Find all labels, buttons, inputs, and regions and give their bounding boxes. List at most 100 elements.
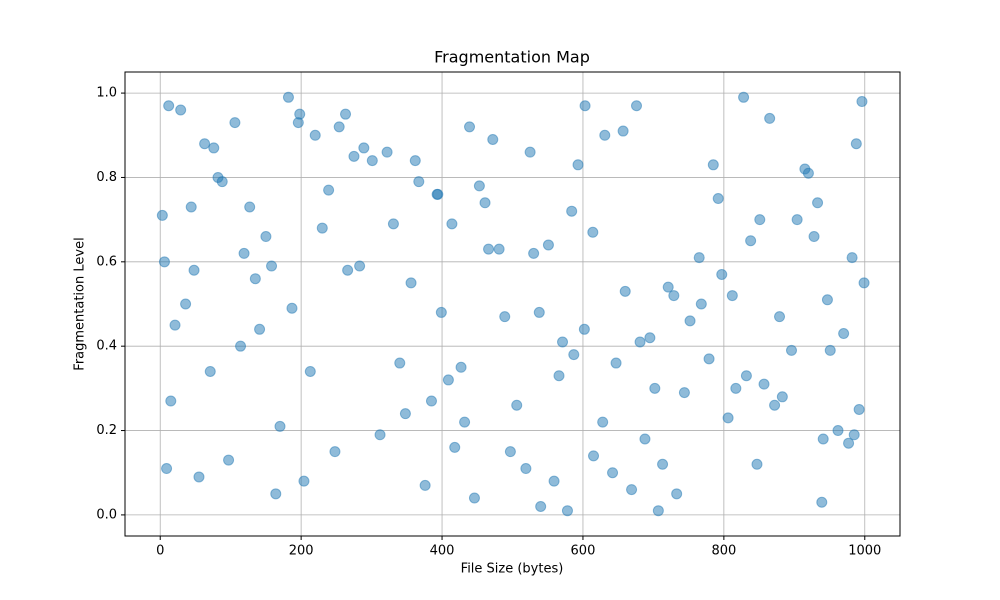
y-tick-label: 0.8 xyxy=(96,170,117,185)
point xyxy=(163,100,175,112)
point xyxy=(282,91,294,103)
point xyxy=(588,450,600,462)
point xyxy=(487,133,499,145)
point xyxy=(817,433,829,445)
point xyxy=(193,471,205,483)
point xyxy=(548,475,560,487)
point xyxy=(535,500,547,512)
point xyxy=(304,365,316,377)
point xyxy=(678,387,690,399)
y-tick-label: 0.0 xyxy=(96,507,117,522)
point xyxy=(499,311,511,323)
point xyxy=(254,323,266,335)
point xyxy=(695,298,707,310)
point xyxy=(165,395,177,407)
x-tick-label: 1000 xyxy=(848,544,881,559)
point xyxy=(802,167,814,179)
point xyxy=(617,125,629,137)
point xyxy=(758,378,770,390)
point xyxy=(399,408,411,420)
point xyxy=(435,306,447,318)
point xyxy=(671,488,683,500)
point xyxy=(769,399,781,411)
x-tick-label: 200 xyxy=(289,544,314,559)
point xyxy=(348,150,360,162)
point xyxy=(626,484,638,496)
point xyxy=(483,243,495,255)
point xyxy=(846,252,858,264)
point xyxy=(156,209,168,221)
point xyxy=(266,260,278,272)
point xyxy=(649,382,661,394)
point xyxy=(644,332,656,344)
point xyxy=(566,205,578,217)
x-tick-label: 600 xyxy=(571,544,596,559)
point xyxy=(413,176,425,188)
point xyxy=(175,104,187,116)
point xyxy=(524,146,536,158)
point xyxy=(856,96,868,108)
point xyxy=(848,429,860,441)
point xyxy=(316,222,328,234)
point xyxy=(493,243,505,255)
point xyxy=(158,256,170,268)
point xyxy=(185,201,197,213)
x-tick-label: 0 xyxy=(156,544,164,559)
point xyxy=(244,201,256,213)
point xyxy=(619,285,631,297)
point xyxy=(703,353,715,365)
point xyxy=(387,218,399,230)
y-tick-label: 1.0 xyxy=(96,86,117,101)
point xyxy=(722,412,734,424)
point xyxy=(631,100,642,112)
point xyxy=(394,357,406,369)
point xyxy=(786,344,797,356)
point xyxy=(776,391,788,403)
point xyxy=(730,382,742,394)
point xyxy=(169,319,181,331)
point xyxy=(409,155,421,167)
point xyxy=(188,264,200,276)
point xyxy=(473,180,485,192)
point xyxy=(712,193,724,205)
point xyxy=(309,129,321,141)
point xyxy=(572,159,584,171)
point xyxy=(639,433,651,445)
point xyxy=(821,294,833,306)
point xyxy=(419,479,431,491)
point xyxy=(726,290,738,302)
point xyxy=(568,349,580,361)
point xyxy=(542,239,554,251)
point xyxy=(425,395,437,407)
point xyxy=(520,463,532,475)
point xyxy=(464,121,476,133)
y-tick-label: 0.4 xyxy=(96,339,117,354)
point xyxy=(468,492,480,504)
point xyxy=(707,159,719,171)
point xyxy=(374,429,386,441)
point xyxy=(791,214,803,226)
point xyxy=(738,91,750,103)
point xyxy=(366,155,378,167)
point xyxy=(479,197,491,209)
x-tick-label: 400 xyxy=(430,544,455,559)
point xyxy=(238,247,250,259)
point xyxy=(180,298,192,310)
point xyxy=(693,252,705,264)
point xyxy=(323,184,335,196)
point xyxy=(161,463,173,475)
point xyxy=(260,231,272,243)
point xyxy=(381,146,393,158)
point xyxy=(511,399,523,411)
point xyxy=(774,311,786,323)
point xyxy=(824,344,836,356)
point xyxy=(208,142,220,154)
point xyxy=(528,247,540,259)
point xyxy=(553,370,565,382)
point xyxy=(657,458,669,470)
y-axis-label: Fragmentation Level xyxy=(73,237,88,370)
point xyxy=(853,403,865,415)
point xyxy=(455,361,467,373)
point xyxy=(274,420,286,432)
